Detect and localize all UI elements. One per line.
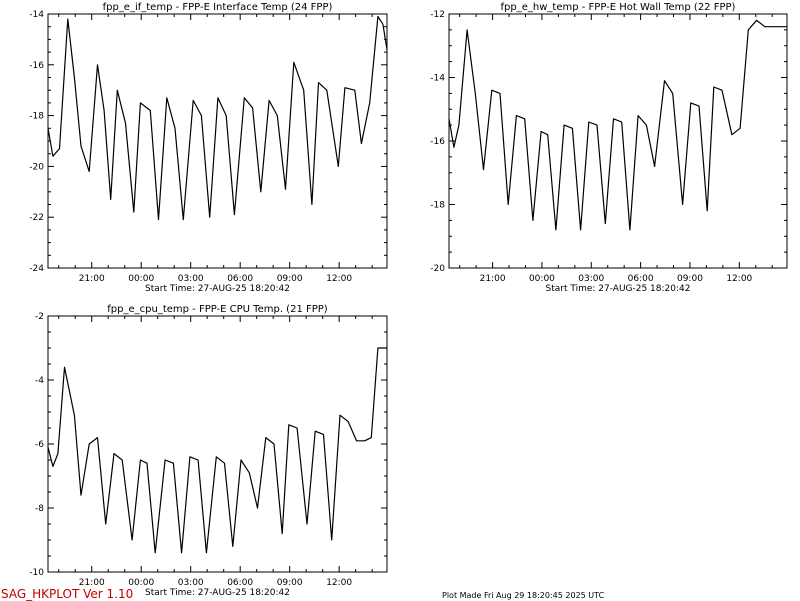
x-axis-label: Start Time: 27-AUG-25 18:20:42 (145, 588, 290, 598)
plot-frame (448, 13, 788, 269)
x-tick-label: 21:00 (480, 274, 506, 284)
y-tick-label: -8 (35, 504, 44, 514)
x-tick-label: 21:00 (79, 578, 105, 588)
chart-title: fpp_e_cpu_temp - FPP-E CPU Temp. (21 FPP… (107, 304, 328, 315)
y-tick-label: -14 (430, 74, 445, 84)
x-tick-label: 00:00 (128, 578, 154, 588)
panel-1: fpp_e_if_temp - FPP-E Interface Temp (24… (29, 2, 388, 294)
x-tick-label: 00:00 (529, 274, 555, 284)
y-tick-label: -16 (29, 61, 44, 71)
x-tick-label: 09:00 (277, 578, 303, 588)
series-line (448, 19, 787, 231)
x-tick-label: 06:00 (227, 578, 253, 588)
x-tick-label: 12:00 (726, 274, 752, 284)
series-line (47, 347, 387, 554)
x-tick-label: 03:00 (178, 578, 204, 588)
y-tick-label: -2 (35, 312, 44, 322)
y-tick-label: -12 (430, 10, 445, 20)
panel-2: fpp_e_hw_temp - FPP-E Hot Wall Temp (22 … (430, 2, 788, 294)
series-line (47, 15, 388, 221)
x-tick-label: 06:00 (227, 274, 253, 284)
y-tick-label: -24 (29, 264, 44, 274)
y-tick-label: -6 (35, 440, 44, 450)
plot-frame (47, 315, 388, 573)
x-tick-label: 00:00 (128, 274, 154, 284)
x-tick-label: 12:00 (326, 274, 352, 284)
x-tick-label: 09:00 (277, 274, 303, 284)
panel-3: fpp_e_cpu_temp - FPP-E CPU Temp. (21 FPP… (29, 304, 388, 598)
chart-title: fpp_e_hw_temp - FPP-E Hot Wall Temp (22 … (501, 2, 736, 13)
y-tick-label: -18 (430, 201, 445, 211)
y-tick-label: -4 (35, 376, 44, 386)
y-tick-label: -10 (29, 568, 44, 578)
y-tick-label: -18 (29, 112, 44, 122)
plot-frame (47, 13, 388, 269)
program-version-label: SAG_HKPLOT Ver 1.10 (1, 587, 134, 601)
x-tick-label: 06:00 (628, 274, 654, 284)
x-axis-label: Start Time: 27-AUG-25 18:20:42 (546, 284, 691, 294)
chart-title: fpp_e_if_temp - FPP-E Interface Temp (24… (103, 2, 333, 13)
y-tick-label: -16 (430, 137, 445, 147)
y-tick-label: -20 (430, 264, 445, 274)
y-tick-label: -22 (29, 213, 44, 223)
plot-made-timestamp: Plot Made Fri Aug 29 18:20:45 2025 UTC (442, 591, 605, 600)
x-tick-label: 03:00 (578, 274, 604, 284)
y-tick-label: -14 (29, 10, 44, 20)
x-tick-label: 09:00 (677, 274, 703, 284)
x-tick-label: 12:00 (326, 578, 352, 588)
x-tick-label: 03:00 (178, 274, 204, 284)
x-tick-label: 21:00 (79, 274, 105, 284)
x-axis-label: Start Time: 27-AUG-25 18:20:42 (145, 284, 290, 294)
y-tick-label: -20 (29, 162, 44, 172)
